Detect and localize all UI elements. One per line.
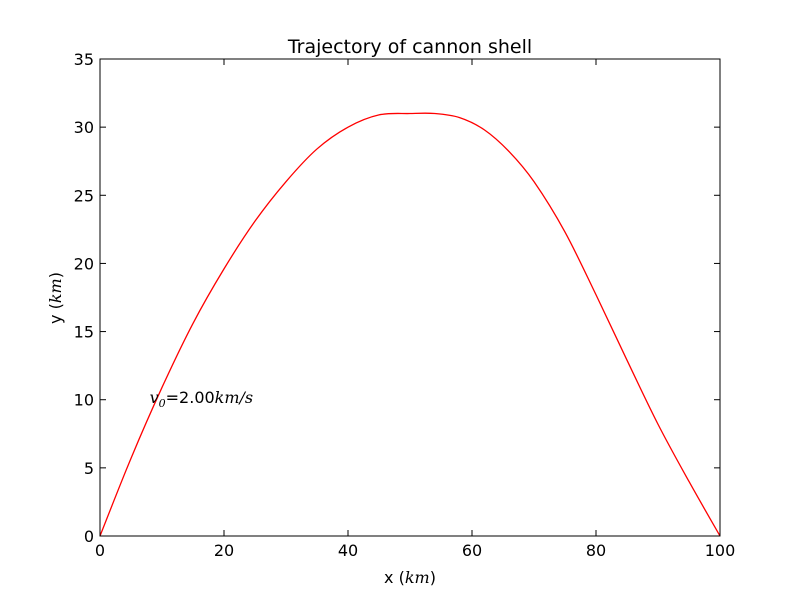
x-tick-label: 40 — [338, 541, 358, 560]
y-axis-label: y (km) — [46, 272, 65, 324]
y-tick-label: 15 — [74, 323, 94, 342]
y-tick-label: 5 — [84, 459, 94, 478]
x-axis-label: x (km) — [384, 568, 436, 587]
x-tick-label: 100 — [705, 541, 736, 560]
chart-title: Trajectory of cannon shell — [287, 36, 532, 58]
x-tick-label: 0 — [95, 541, 105, 560]
trajectory-line — [99, 112, 721, 537]
y-tick-label: 25 — [74, 186, 94, 205]
y-tick-label: 10 — [74, 391, 94, 410]
x-tick-label: 20 — [214, 541, 234, 560]
plot-area: 0 20 40 60 80 100 0 5 10 15 20 25 30 35 — [74, 50, 736, 560]
x-tick-label: 60 — [462, 541, 482, 560]
y-tick-label: 20 — [74, 254, 94, 273]
y-tick-label: 0 — [84, 527, 94, 546]
y-tick-label: 30 — [74, 118, 94, 137]
x-tick-label: 80 — [586, 541, 606, 560]
y-tick-label: 35 — [74, 50, 94, 69]
velocity-annotation: v0=2.00km/s — [150, 388, 254, 410]
axes-frame — [99, 58, 721, 537]
